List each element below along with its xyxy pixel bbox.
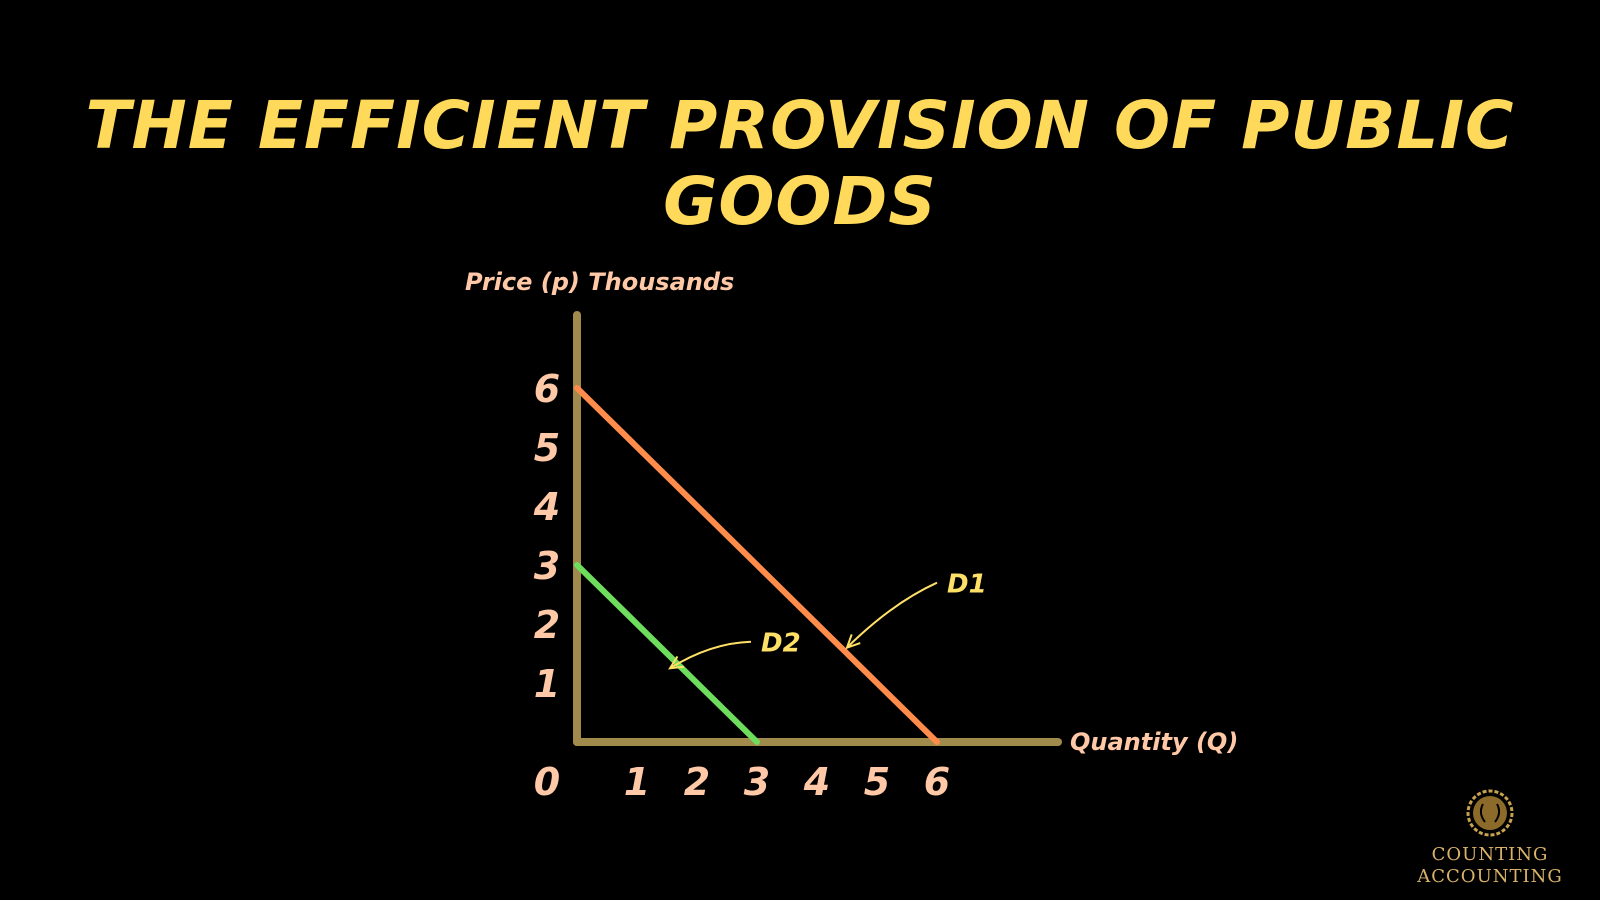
x-tick-label-4: 4 xyxy=(803,760,830,804)
x-tick-label-6: 6 xyxy=(924,760,950,804)
y-axis-label: Price (p) Thousands xyxy=(465,268,734,296)
x-tick-label-3: 3 xyxy=(744,760,770,804)
chart-title-line-1: THE EFFICIENT PROVISION OF PUBLIC xyxy=(85,87,1515,164)
y-tick-label-2: 2 xyxy=(534,603,560,647)
logo-line-1: COUNTING xyxy=(1431,844,1549,865)
counting-accounting-logo: COUNTING ACCOUNTING xyxy=(1405,788,1575,888)
series-line-d1 xyxy=(574,385,940,745)
chart-title-line-2: GOODS xyxy=(663,163,937,240)
annotation-arrow-d2 xyxy=(669,640,752,670)
annotation-arrowhead-d1 xyxy=(845,634,861,650)
x-tick-label-2: 2 xyxy=(684,760,710,804)
y-tick-label-6: 6 xyxy=(534,367,560,411)
annotation-label-d2: D2 xyxy=(761,629,801,659)
series-line-d2 xyxy=(574,562,760,745)
y-tick-label-5: 5 xyxy=(534,426,560,470)
y-tick-label-1: 1 xyxy=(534,662,560,706)
y-tick-label-4: 4 xyxy=(533,485,560,529)
annotation-label-d1: D1 xyxy=(947,570,987,600)
x-tick-label-0: 0 xyxy=(534,760,560,804)
x-axis-label: Quantity (Q) xyxy=(1070,728,1238,756)
x-tick-label-1: 1 xyxy=(624,760,650,804)
logo-line-2: ACCOUNTING xyxy=(1417,866,1563,887)
y-tick-label-3: 3 xyxy=(534,544,560,588)
laurel-emblem-icon xyxy=(1466,789,1514,837)
x-tick-label-5: 5 xyxy=(864,760,890,804)
chart-title: THE EFFICIENT PROVISION OF PUBLIC GOODS xyxy=(0,88,1600,240)
annotation-arrow-d1 xyxy=(846,581,938,649)
annotation-arrowhead-d2 xyxy=(668,655,685,670)
